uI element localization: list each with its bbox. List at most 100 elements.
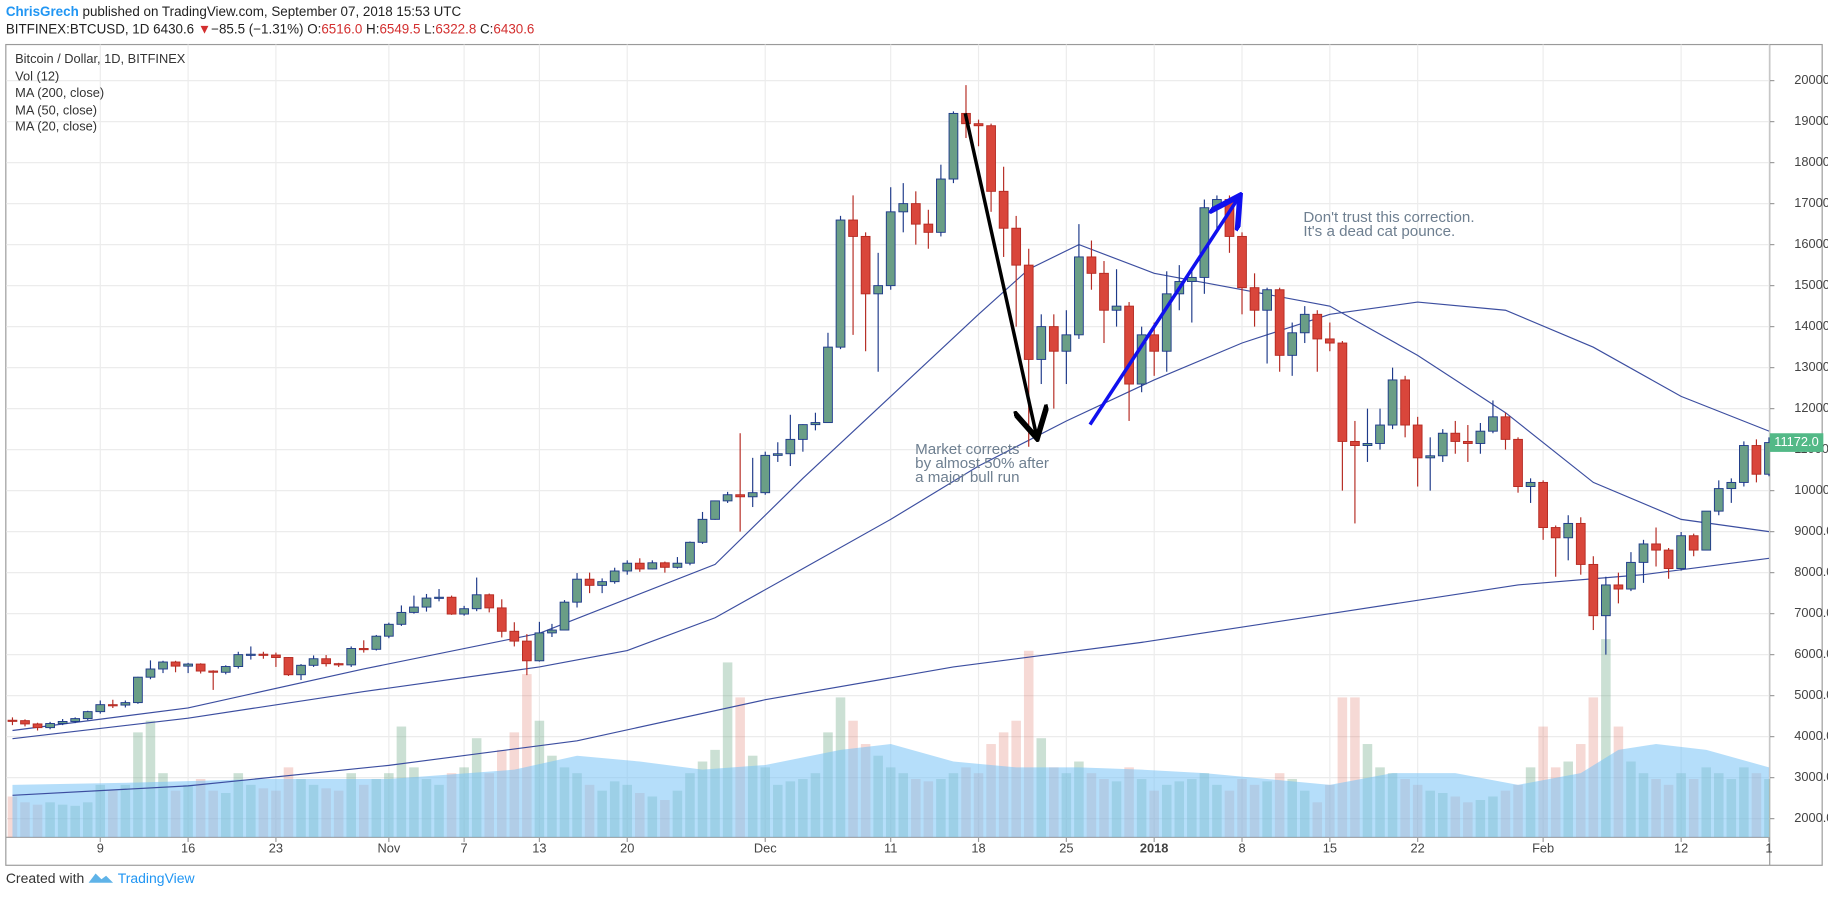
x-tick-label: 16 bbox=[181, 840, 195, 855]
candle-body bbox=[685, 541, 695, 564]
candle-body bbox=[1751, 445, 1762, 475]
x-tick-label: 22 bbox=[1411, 840, 1425, 855]
candle-body bbox=[1011, 227, 1022, 266]
volume-bar bbox=[1350, 697, 1360, 838]
candle-body bbox=[923, 223, 934, 233]
candle-body bbox=[1237, 235, 1247, 289]
candle-body bbox=[1513, 438, 1523, 488]
annotation: It's a dead cat pounce. bbox=[1303, 223, 1455, 240]
candle-body bbox=[1099, 272, 1109, 311]
last: 6430.6 bbox=[153, 21, 194, 36]
candle-body bbox=[396, 611, 407, 625]
last-price-label: 11172.0 bbox=[1774, 434, 1818, 449]
candle-body bbox=[1048, 326, 1059, 352]
candle-body bbox=[1161, 293, 1172, 352]
legend-entry: MA (20, close) bbox=[15, 119, 97, 134]
legend-entry: Vol (12) bbox=[15, 69, 59, 84]
candle-body bbox=[271, 654, 281, 658]
legend: Bitcoin / Dollar, 1D, BITFINEX Vol (12) … bbox=[15, 51, 186, 134]
candle-body bbox=[860, 235, 871, 295]
candle-body bbox=[245, 653, 256, 656]
candle-body bbox=[471, 594, 482, 610]
y-tick-label: 4000.0 bbox=[1794, 728, 1828, 743]
footer-brand[interactable]: TradingView bbox=[118, 870, 196, 886]
candle-body bbox=[421, 597, 432, 608]
footer-text: Created with bbox=[6, 870, 84, 886]
c-value: 6430.6 bbox=[493, 21, 534, 36]
pane-border bbox=[5, 43, 1823, 866]
x-tick-label: 1 bbox=[1765, 840, 1772, 855]
y-tick-label: 14000.0 bbox=[1794, 318, 1828, 333]
legend-entry: MA (50, close) bbox=[15, 102, 97, 117]
header-line: ChrisGrech published on TradingView.com,… bbox=[6, 3, 462, 18]
symbol: BITFINEX:BTCUSD, 1D bbox=[6, 21, 150, 36]
candle-body bbox=[70, 718, 81, 722]
candle-body bbox=[1262, 289, 1272, 311]
y-tick-label: 12000.0 bbox=[1794, 400, 1828, 415]
x-tick-label: Nov bbox=[377, 840, 400, 855]
last-price-badge bbox=[1769, 433, 1824, 452]
candle-body bbox=[1739, 445, 1749, 483]
candle-body bbox=[434, 596, 444, 599]
direction: ▼ bbox=[198, 21, 211, 36]
candle-body bbox=[634, 562, 645, 570]
candle-body bbox=[747, 492, 758, 498]
x-tick-label: 8 bbox=[1238, 840, 1245, 855]
author[interactable]: ChrisGrech bbox=[6, 3, 79, 18]
candle-body bbox=[873, 285, 884, 295]
candle-body bbox=[1111, 305, 1122, 311]
y-tick-label: 17000.0 bbox=[1794, 195, 1828, 210]
candle-body bbox=[1375, 424, 1385, 444]
candle-body bbox=[1074, 256, 1084, 336]
candle-body bbox=[898, 203, 909, 213]
grid bbox=[6, 44, 1770, 838]
candle-body bbox=[371, 635, 382, 650]
candle-body bbox=[1450, 432, 1461, 442]
candle-body bbox=[496, 607, 507, 632]
candle-body bbox=[383, 623, 394, 637]
x-tick-label: 9 bbox=[97, 840, 104, 855]
o-value: 6516.0 bbox=[321, 21, 362, 36]
volume-bar bbox=[145, 720, 156, 838]
candle-body bbox=[484, 594, 495, 609]
candle-body bbox=[973, 123, 984, 127]
candle-body bbox=[572, 578, 582, 603]
candle-body bbox=[1274, 289, 1285, 356]
candle-body bbox=[835, 219, 846, 348]
candle-body bbox=[998, 190, 1009, 229]
candle-body bbox=[1663, 549, 1674, 570]
candle-body bbox=[195, 663, 206, 672]
h-value: 6549.5 bbox=[379, 21, 420, 36]
candle-body bbox=[1538, 481, 1548, 529]
candle-body bbox=[1500, 416, 1511, 440]
brand-logo[interactable] bbox=[88, 873, 114, 883]
volume-bar bbox=[1601, 639, 1611, 838]
candle-body bbox=[534, 632, 545, 662]
o-key: O: bbox=[307, 21, 321, 36]
candle-body bbox=[1588, 563, 1599, 617]
volume-ma-area bbox=[12, 744, 1770, 838]
candle-body bbox=[660, 562, 670, 568]
candle-body bbox=[1186, 276, 1197, 282]
candle-body bbox=[1023, 264, 1034, 360]
candle-body bbox=[1299, 313, 1310, 334]
y-tick-label: 8000.0 bbox=[1794, 564, 1828, 579]
candle-body bbox=[220, 666, 231, 673]
candle-body bbox=[1350, 440, 1360, 447]
candle-body bbox=[1324, 338, 1335, 344]
y-tick-label: 3000.0 bbox=[1794, 769, 1828, 784]
c-key: C: bbox=[480, 21, 493, 36]
candle-body bbox=[1488, 416, 1498, 432]
candle-body bbox=[308, 658, 319, 666]
candle-body bbox=[509, 630, 520, 642]
x-tick-label: 12 bbox=[1674, 840, 1688, 855]
x-tick-label: 18 bbox=[971, 840, 985, 855]
candle-body bbox=[133, 676, 143, 704]
y-tick-label: 15000.0 bbox=[1794, 277, 1828, 292]
annotations: Market corrects by almost 50% after a ma… bbox=[915, 112, 1475, 486]
candle-body bbox=[1061, 334, 1072, 352]
candle-body bbox=[910, 203, 921, 225]
candle-body bbox=[1601, 584, 1611, 617]
ma-line bbox=[12, 557, 1770, 796]
